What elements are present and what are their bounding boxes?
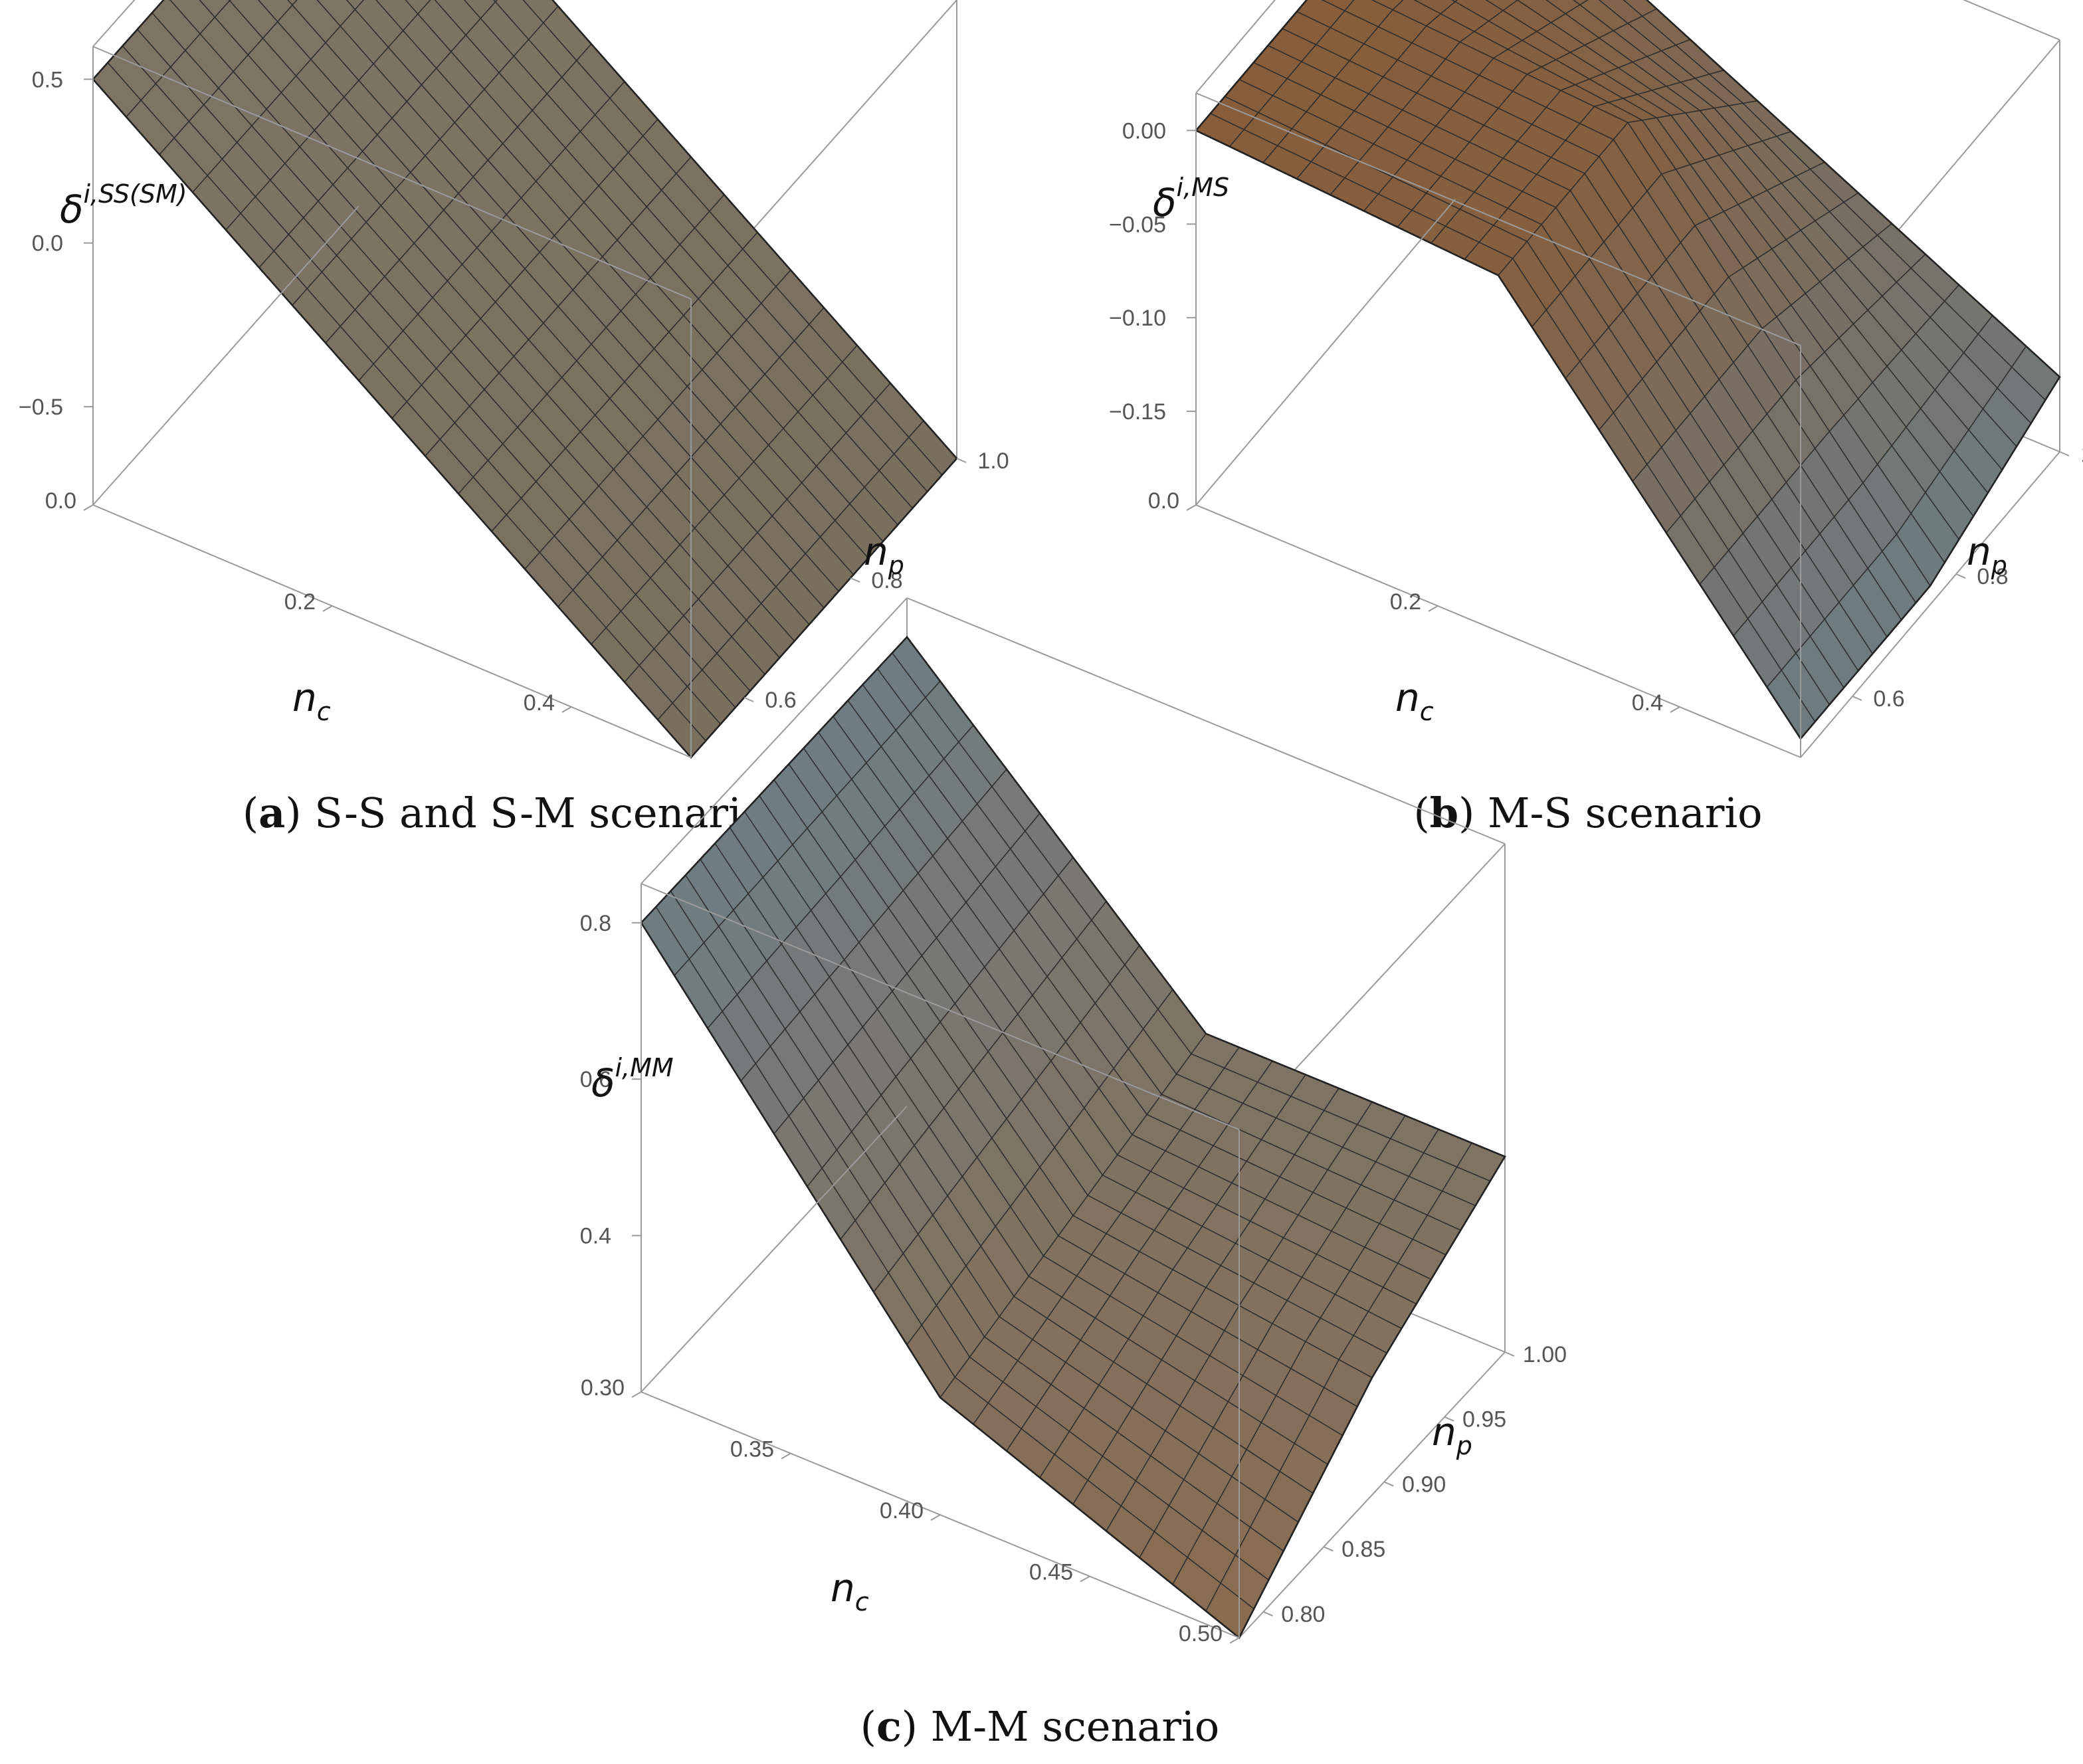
x-tick-mark bbox=[781, 1452, 791, 1460]
y-tick-label: 1.0 bbox=[2080, 442, 2083, 467]
chart-panel-a: 0.0 0.2 0.4 0.6 0.8 1.0 −0.5 0.0 0.5 δi,SS(SM) nc n… bbox=[19, 0, 1009, 837]
x-tick-mark bbox=[1670, 706, 1680, 713]
x-axis-label: nc bbox=[292, 675, 331, 726]
y-tick-label: 0.85 bbox=[1341, 1537, 1385, 1562]
y-tick-label: 0.6 bbox=[1873, 686, 1904, 712]
z-tick-label: −0.05 bbox=[1109, 212, 1166, 237]
x-tick-mark bbox=[1229, 1637, 1240, 1644]
y-axis-label: np bbox=[864, 529, 904, 580]
y-axis-label: np bbox=[1967, 529, 2007, 580]
x-tick-label: 0.45 bbox=[1029, 1560, 1073, 1585]
y-tick-label: 0.6 bbox=[765, 688, 796, 713]
surface-mesh bbox=[640, 636, 1506, 1639]
y-tick-label: 1.00 bbox=[1523, 1342, 1567, 1367]
x-tick-label: 0.4 bbox=[1632, 690, 1663, 716]
y-tick-mark bbox=[2059, 451, 2070, 456]
surface-cell bbox=[287, 0, 298, 6]
x-tick-label: 0.0 bbox=[45, 488, 76, 514]
x-tick-mark bbox=[561, 706, 572, 713]
y-tick-mark bbox=[1444, 1416, 1454, 1422]
z-axis-label: δi,MS bbox=[1153, 173, 1229, 225]
z-tick-label: 0.5 bbox=[32, 67, 63, 92]
x-tick-label: 0.40 bbox=[880, 1498, 924, 1523]
x-tick-mark bbox=[930, 1514, 941, 1521]
surface-mesh bbox=[92, 0, 958, 759]
surface-cell bbox=[1572, 0, 1589, 6]
z-axis-label: δi,SS(SM) bbox=[60, 179, 187, 232]
x-tick-mark bbox=[83, 504, 94, 511]
y-axis-label: np bbox=[1432, 1409, 1472, 1460]
y-tick-label: 0.8 bbox=[871, 568, 902, 593]
x-tick-label: 0.35 bbox=[730, 1437, 774, 1462]
x-tick-label: 0.2 bbox=[1390, 589, 1421, 615]
box-front-edge bbox=[1195, 92, 1801, 346]
x-axis-label: nc bbox=[831, 1565, 869, 1617]
x-tick-label: 0.2 bbox=[284, 589, 316, 615]
x-axis-label: nc bbox=[1395, 675, 1434, 726]
box-front-edge bbox=[1195, 504, 1801, 758]
box-front-edge bbox=[641, 883, 1240, 1130]
x-tick-mark bbox=[631, 1391, 642, 1398]
y-tick-mark bbox=[1323, 1546, 1334, 1552]
panel-caption: (c) M-M scenario bbox=[860, 1702, 1219, 1751]
surface-cell bbox=[346, 0, 365, 11]
x-tick-mark bbox=[1428, 605, 1438, 612]
box-front-edge bbox=[641, 597, 908, 884]
z-tick-label: −0.15 bbox=[1109, 399, 1166, 425]
y-tick-mark bbox=[1852, 696, 1862, 701]
y-tick-mark bbox=[1955, 573, 1966, 579]
surface-outline bbox=[1194, 0, 2061, 740]
x-tick-label: 0.50 bbox=[1179, 1621, 1223, 1646]
surface-outline bbox=[640, 635, 1506, 1640]
x-tick-label: 0.4 bbox=[524, 690, 555, 716]
box-front-edge bbox=[1195, 199, 1456, 506]
box-front-edge bbox=[641, 1106, 908, 1393]
x-tick-label: 0.0 bbox=[1148, 488, 1179, 514]
box-front-edge bbox=[92, 46, 692, 300]
box-back-edge bbox=[1800, 451, 2060, 758]
z-axis-label: δi,MM bbox=[591, 1053, 674, 1106]
y-tick-mark bbox=[850, 577, 860, 583]
panel-caption: (b) M-S scenario bbox=[1414, 789, 1763, 837]
x-tick-mark bbox=[1080, 1575, 1090, 1583]
z-tick-label: 0.00 bbox=[1122, 118, 1166, 144]
z-tick-label: 0.0 bbox=[32, 231, 63, 256]
y-tick-label: 0.90 bbox=[1402, 1472, 1446, 1497]
z-tick-label: 0.8 bbox=[580, 911, 611, 936]
box-front-edge bbox=[1195, 0, 1276, 94]
x-tick-label: 0.30 bbox=[581, 1375, 625, 1401]
y-tick-label: 1.0 bbox=[977, 448, 1009, 474]
y-tick-label: 0.8 bbox=[1977, 564, 2008, 589]
x-tick-mark bbox=[1186, 504, 1197, 511]
surface-mesh bbox=[1195, 0, 2061, 740]
box-back-edge bbox=[906, 597, 1506, 844]
x-tick-mark bbox=[322, 605, 333, 612]
z-tick-label: 0.6 bbox=[580, 1067, 611, 1092]
y-tick-mark bbox=[1504, 1351, 1515, 1357]
box-front-edge bbox=[92, 205, 359, 506]
y-tick-mark bbox=[1383, 1481, 1394, 1487]
chart-panel-c: 0.30 0.35 0.40 0.45 0.50 0.80 0.85 0.90 0.95 1.00… bbox=[580, 597, 1567, 1751]
z-tick-label: −0.5 bbox=[19, 395, 63, 420]
z-tick-label: −0.10 bbox=[1109, 306, 1166, 331]
y-tick-mark bbox=[956, 458, 967, 463]
z-tick-label: 0.4 bbox=[580, 1224, 611, 1249]
y-tick-label: 0.95 bbox=[1462, 1407, 1506, 1432]
box-front-edge bbox=[92, 504, 692, 758]
y-tick-mark bbox=[744, 697, 754, 702]
box-back-edge bbox=[1239, 1351, 1506, 1638]
y-tick-label: 0.80 bbox=[1281, 1602, 1325, 1627]
y-tick-mark bbox=[1262, 1611, 1273, 1617]
chart-panel-b: 0.0 0.2 0.4 0.6 0.8 1.0 −0.15 −0.10 −0.05 0.00 δi,… bbox=[1109, 0, 2083, 837]
panel-caption: (a) S-S and S-M scenarios bbox=[243, 789, 787, 837]
